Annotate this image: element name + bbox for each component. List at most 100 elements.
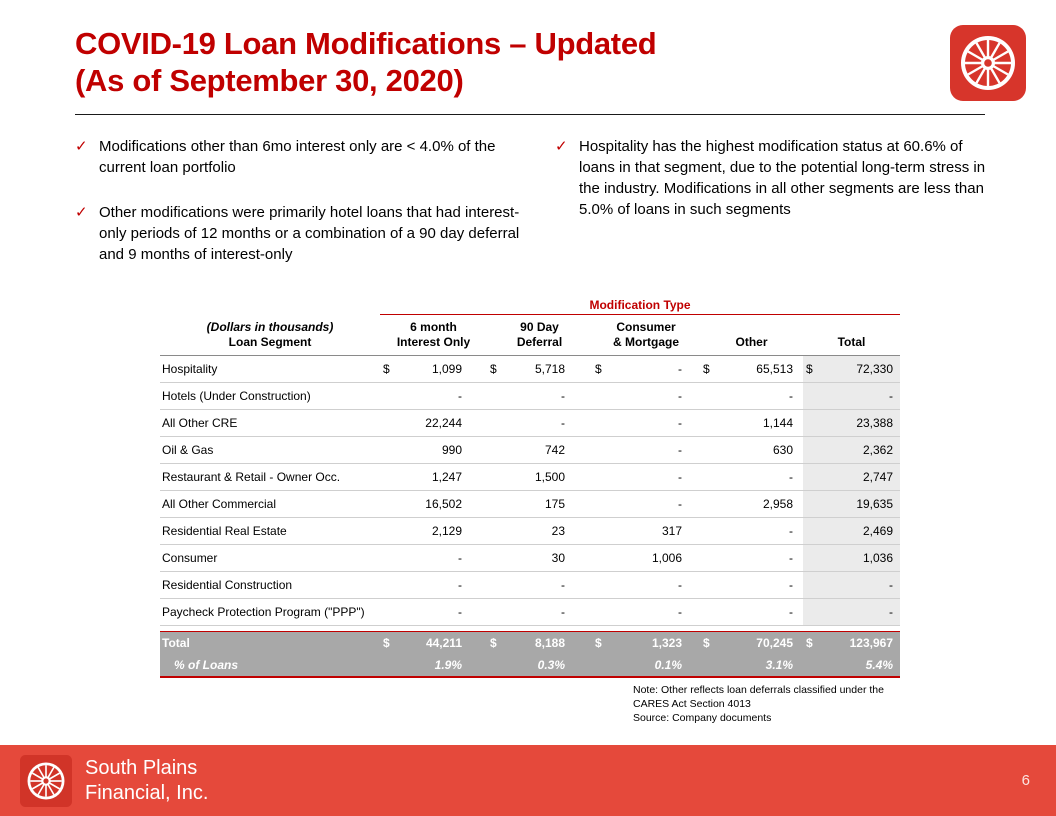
cell-number: 1,006 xyxy=(651,551,682,565)
cell-number: - xyxy=(678,578,682,592)
row-label: % of Loans xyxy=(160,654,380,678)
column-header-other: Other xyxy=(700,314,803,356)
table-row: Residential Real Estate 2,129 23 317 - 2,469 xyxy=(160,517,901,545)
title-line-2: (As of September 30, 2020) xyxy=(75,63,464,98)
check-bullet-icon: ✓ xyxy=(555,138,568,155)
row-label: Residential Construction xyxy=(160,571,380,599)
table-section: Modification Type (Dollars in thousands)… xyxy=(160,298,901,725)
cell-number: - xyxy=(678,470,682,484)
title-divider xyxy=(75,114,985,115)
cell-number: 22,244 xyxy=(425,416,462,430)
column-header-line: Total xyxy=(837,335,866,349)
cell-number: 1,036 xyxy=(862,551,894,565)
group-header-row: Modification Type xyxy=(160,298,901,315)
row-label: Hotels (Under Construction) xyxy=(160,382,380,410)
table-row: Paycheck Protection Program ("PPP") - - - - - xyxy=(160,598,901,626)
cell-number: 16,502 xyxy=(425,497,462,511)
cell-number: - xyxy=(789,578,793,592)
cell-number: 23,388 xyxy=(856,416,894,430)
cell-value: $1,099 xyxy=(380,355,487,383)
column-header-line: Other xyxy=(735,335,768,349)
cell-value: - xyxy=(803,382,901,410)
column-header-90day: 90 Day Deferral xyxy=(487,314,592,356)
cell-number: 44,211 xyxy=(425,636,462,651)
cell-number: 5.4% xyxy=(865,658,894,672)
currency-symbol: $ xyxy=(490,362,497,376)
column-header-total: Total xyxy=(803,314,901,356)
cell-number: - xyxy=(678,443,682,457)
cell-number: 8,188 xyxy=(534,636,565,651)
cell-value: 16,502 xyxy=(380,490,487,518)
cell-value: 317 xyxy=(592,517,700,545)
cell-value: $72,330 xyxy=(803,355,901,383)
row-label: Consumer xyxy=(160,544,380,572)
cell-number: 1,099 xyxy=(431,362,462,376)
cell-value: 5.4% xyxy=(803,654,901,678)
cell-value: 2,129 xyxy=(380,517,487,545)
cell-number: 19,635 xyxy=(856,497,894,511)
cell-number: 2,958 xyxy=(762,497,793,511)
cell-number: - xyxy=(889,389,894,403)
currency-symbol: $ xyxy=(383,636,390,651)
cell-value: $123,967 xyxy=(803,631,901,655)
check-bullet-icon: ✓ xyxy=(75,204,88,221)
cell-value: 1.9% xyxy=(380,654,487,678)
cell-number: 175 xyxy=(544,497,565,511)
cell-number: - xyxy=(789,524,793,538)
cell-number: 2,469 xyxy=(862,524,894,538)
cell-number: 70,245 xyxy=(756,636,793,651)
cell-value: 0.1% xyxy=(592,654,700,678)
footer-logo-icon xyxy=(20,754,72,807)
cell-value: - xyxy=(380,571,487,599)
cell-value: 23,388 xyxy=(803,409,901,437)
cell-value: - xyxy=(803,598,901,626)
cell-number: - xyxy=(678,605,682,619)
table-row: All Other CRE 22,244 - - 1,144 23,388 xyxy=(160,409,901,437)
cell-value: $5,718 xyxy=(487,355,592,383)
bullet-text: Hospitality has the highest modification… xyxy=(579,138,986,218)
cell-value: 630 xyxy=(700,436,803,464)
cell-value: 19,635 xyxy=(803,490,901,518)
currency-symbol: $ xyxy=(703,636,710,651)
column-header-consumer: Consumer & Mortgage xyxy=(592,314,700,356)
cell-number: 0.3% xyxy=(537,658,565,672)
currency-symbol: $ xyxy=(490,636,497,651)
cell-number: 990 xyxy=(441,443,462,457)
cell-value: 1,247 xyxy=(380,463,487,491)
cell-number: 1,144 xyxy=(762,416,793,430)
cell-number: 0.1% xyxy=(654,658,682,672)
cell-number: - xyxy=(889,578,894,592)
row-label: Oil & Gas xyxy=(160,436,380,464)
row-label: Paycheck Protection Program ("PPP") xyxy=(160,598,380,626)
column-header-line: Deferral xyxy=(516,335,563,349)
cell-number: - xyxy=(458,578,462,592)
note-text: Note: Other reflects loan deferrals clas… xyxy=(633,683,884,710)
cell-number: 72,330 xyxy=(856,362,894,376)
row-label: Hospitality xyxy=(160,355,380,383)
cell-value: 742 xyxy=(487,436,592,464)
corner-blank xyxy=(160,298,380,315)
cell-value: 22,244 xyxy=(380,409,487,437)
source-text: Source: Company documents xyxy=(633,711,772,724)
cell-value: - xyxy=(803,571,901,599)
footer-branding: South Plains Financial, Inc. xyxy=(20,754,208,807)
cell-value: - xyxy=(487,571,592,599)
total-row: Total $44,211 $8,188 $1,323 $70,245 $123,967 xyxy=(160,631,901,655)
column-header-line: & Mortgage xyxy=(613,335,679,349)
row-label: All Other Commercial xyxy=(160,490,380,518)
cell-value: 2,469 xyxy=(803,517,901,545)
cell-value: - xyxy=(592,382,700,410)
cell-value: - xyxy=(592,490,700,518)
currency-symbol: $ xyxy=(806,362,813,376)
cell-number: - xyxy=(561,389,565,403)
cell-number: 5,718 xyxy=(534,362,565,376)
cell-number: 1,500 xyxy=(534,470,565,484)
cell-number: - xyxy=(789,389,793,403)
cell-number: - xyxy=(678,497,682,511)
column-header-6mo: 6 month Interest Only xyxy=(380,314,487,356)
footer: South Plains Financial, Inc. 6 xyxy=(0,745,1056,816)
cell-number: - xyxy=(458,551,462,565)
cell-value: - xyxy=(700,463,803,491)
cell-value: - xyxy=(700,382,803,410)
